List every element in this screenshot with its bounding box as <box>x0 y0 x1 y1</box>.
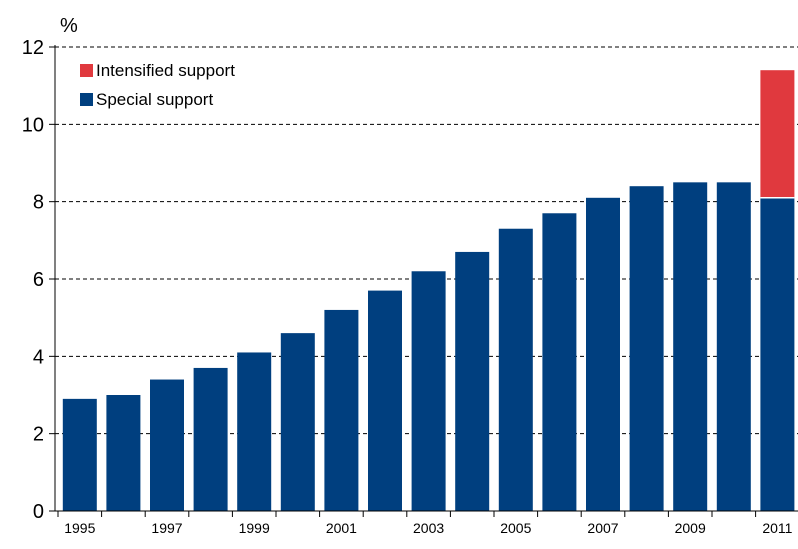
x-tick-label: 1999 <box>239 520 270 536</box>
bar <box>193 367 228 511</box>
legend: Intensified support Special support <box>80 61 235 109</box>
legend-label: Intensified support <box>96 61 235 80</box>
x-tick-label: 2005 <box>500 520 531 536</box>
x-tick-label: 1997 <box>151 520 182 536</box>
bar <box>455 251 490 511</box>
bar <box>673 182 708 512</box>
bar <box>106 395 141 511</box>
bar <box>368 290 402 511</box>
bars <box>62 70 795 512</box>
y-axis-unit-label: % <box>60 15 78 37</box>
tick-labels: 0 2 4 6 8 10 12 1995 1997 1999 2001 2003 2005 2007 200… <box>22 37 793 536</box>
legend-swatch <box>80 93 93 106</box>
bar <box>280 333 315 511</box>
y-tick-label: 12 <box>22 37 44 59</box>
bar <box>716 182 751 512</box>
bar <box>411 271 446 511</box>
x-tick-label: 2007 <box>587 520 618 536</box>
bar <box>324 309 359 511</box>
bar <box>150 379 184 511</box>
x-tick-label: 2003 <box>413 520 444 536</box>
y-tick-label: 4 <box>33 346 44 368</box>
x-tick-label: 1995 <box>64 520 95 536</box>
bar <box>62 398 97 511</box>
bar <box>237 352 272 511</box>
bar <box>629 186 664 511</box>
bar <box>542 213 577 511</box>
legend-swatch <box>80 64 93 77</box>
x-tick-label: 2011 <box>762 520 792 536</box>
bar <box>586 197 620 512</box>
bar <box>760 197 795 512</box>
x-tick-label: 2009 <box>675 520 706 536</box>
bar <box>760 70 795 198</box>
y-tick-label: 0 <box>33 501 44 523</box>
axes <box>49 45 798 517</box>
y-tick-label: 8 <box>33 192 44 214</box>
bar <box>498 228 533 511</box>
legend-label: Special support <box>96 90 213 109</box>
y-tick-label: 2 <box>33 424 44 446</box>
x-tick-label: 2001 <box>326 520 357 536</box>
y-tick-label: 10 <box>22 114 44 136</box>
y-tick-label: 6 <box>33 269 44 291</box>
